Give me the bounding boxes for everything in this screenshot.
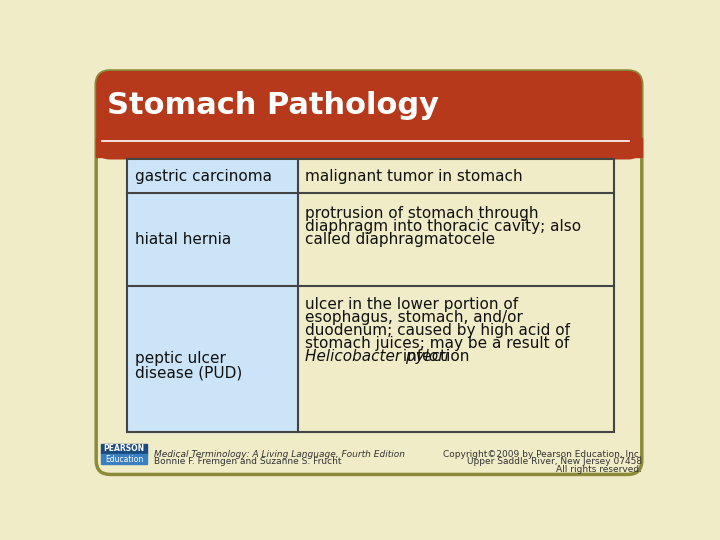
- Text: ulcer in the lower portion of: ulcer in the lower portion of: [305, 296, 518, 312]
- Bar: [96, 138, 642, 157]
- Text: peptic ulcer: peptic ulcer: [135, 351, 226, 366]
- Bar: [127, 159, 297, 193]
- Text: diaphragm into thoracic cavity; also: diaphragm into thoracic cavity; also: [305, 219, 582, 234]
- Text: Copyright©2009 by Pearson Education, Inc.: Copyright©2009 by Pearson Education, Inc…: [443, 450, 642, 459]
- Bar: [127, 286, 297, 432]
- Text: Upper Saddle River, New Jersey 07458: Upper Saddle River, New Jersey 07458: [467, 457, 642, 467]
- Bar: [127, 193, 297, 286]
- FancyBboxPatch shape: [96, 71, 642, 475]
- Bar: [101, 455, 148, 464]
- Text: PEARSON: PEARSON: [104, 444, 145, 453]
- Text: disease (PUD): disease (PUD): [135, 365, 242, 380]
- Bar: [127, 159, 614, 432]
- Text: hiatal hernia: hiatal hernia: [135, 232, 231, 247]
- Text: stomach juices; may be a result of: stomach juices; may be a result of: [305, 336, 570, 351]
- Text: All rights reserved.: All rights reserved.: [556, 465, 642, 474]
- Text: protrusion of stomach through: protrusion of stomach through: [305, 206, 539, 221]
- Text: Stomach Pathology: Stomach Pathology: [107, 91, 439, 120]
- Text: called diaphragmatocele: called diaphragmatocele: [305, 232, 495, 247]
- Text: Bonnie F. Fremgen and Suzanne S. Frucht: Bonnie F. Fremgen and Suzanne S. Frucht: [153, 457, 341, 467]
- Bar: [101, 444, 148, 454]
- FancyBboxPatch shape: [96, 71, 642, 159]
- Text: Education: Education: [105, 455, 143, 463]
- Text: infection: infection: [398, 349, 469, 364]
- Text: gastric carcinoma: gastric carcinoma: [135, 168, 272, 184]
- Text: duodenum; caused by high acid of: duodenum; caused by high acid of: [305, 323, 570, 338]
- Text: malignant tumor in stomach: malignant tumor in stomach: [305, 168, 523, 184]
- Text: esophagus, stomach, and/or: esophagus, stomach, and/or: [305, 309, 523, 325]
- Text: Medical Terminology: A Living Language, Fourth Edition: Medical Terminology: A Living Language, …: [153, 450, 405, 459]
- Text: Helicobacter pylori: Helicobacter pylori: [305, 349, 449, 364]
